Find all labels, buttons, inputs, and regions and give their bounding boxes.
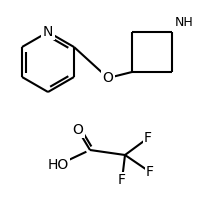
Text: F: F: [144, 131, 152, 145]
Text: F: F: [146, 165, 154, 179]
Text: NH: NH: [175, 16, 194, 29]
Text: O: O: [73, 123, 83, 137]
Text: O: O: [103, 71, 113, 85]
Text: F: F: [118, 173, 126, 187]
Text: N: N: [43, 25, 53, 39]
Text: HO: HO: [47, 158, 69, 172]
